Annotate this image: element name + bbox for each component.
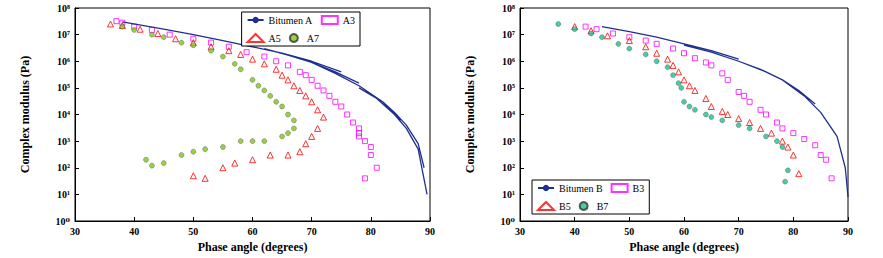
svg-text:B5: B5: [559, 201, 571, 212]
svg-text:10⁸: 10⁸: [502, 3, 515, 14]
svg-text:30: 30: [70, 226, 80, 237]
svg-text:Complex modulus (Pa): Complex modulus (Pa): [463, 56, 477, 173]
svg-text:Complex modulus (Pa): Complex modulus (Pa): [18, 56, 32, 173]
svg-text:70: 70: [734, 226, 744, 237]
svg-text:80: 80: [788, 226, 798, 237]
svg-text:10²: 10²: [57, 162, 70, 173]
svg-text:10⁷: 10⁷: [502, 29, 515, 40]
svg-text:60: 60: [679, 226, 689, 237]
svg-text:90: 90: [425, 226, 435, 237]
svg-text:10⁰: 10⁰: [56, 216, 71, 227]
svg-text:A3: A3: [343, 15, 355, 26]
svg-text:10⁴: 10⁴: [57, 109, 70, 120]
svg-text:40: 40: [129, 226, 139, 237]
svg-text:50: 50: [188, 226, 198, 237]
svg-text:10⁸: 10⁸: [57, 3, 70, 14]
svg-text:10³: 10³: [502, 136, 515, 147]
svg-text:10⁴: 10⁴: [502, 109, 515, 120]
svg-text:10¹: 10¹: [502, 189, 515, 200]
svg-text:Bitumen B: Bitumen B: [559, 183, 603, 194]
svg-text:90: 90: [843, 226, 853, 237]
svg-text:10⁶: 10⁶: [502, 56, 515, 67]
svg-text:A7: A7: [307, 33, 319, 44]
svg-text:10³: 10³: [57, 136, 70, 147]
svg-text:70: 70: [307, 226, 317, 237]
svg-text:80: 80: [366, 226, 376, 237]
svg-text:30: 30: [515, 226, 525, 237]
svg-text:Bitumen A: Bitumen A: [269, 15, 313, 26]
svg-text:10⁵: 10⁵: [502, 82, 515, 93]
svg-text:B7: B7: [597, 201, 609, 212]
svg-text:60: 60: [248, 226, 258, 237]
svg-text:B3: B3: [633, 183, 645, 194]
svg-text:50: 50: [624, 226, 634, 237]
svg-text:A5: A5: [269, 33, 281, 44]
svg-text:Phase angle (degrees): Phase angle (degrees): [198, 240, 308, 254]
svg-text:10¹: 10¹: [57, 189, 70, 200]
svg-text:Phase angle (degrees): Phase angle (degrees): [629, 240, 739, 254]
svg-text:10⁶: 10⁶: [57, 56, 70, 67]
svg-text:10⁷: 10⁷: [57, 29, 70, 40]
svg-text:40: 40: [570, 226, 580, 237]
svg-text:10⁰: 10⁰: [501, 216, 516, 227]
svg-text:10⁵: 10⁵: [57, 82, 70, 93]
svg-text:10²: 10²: [502, 162, 515, 173]
